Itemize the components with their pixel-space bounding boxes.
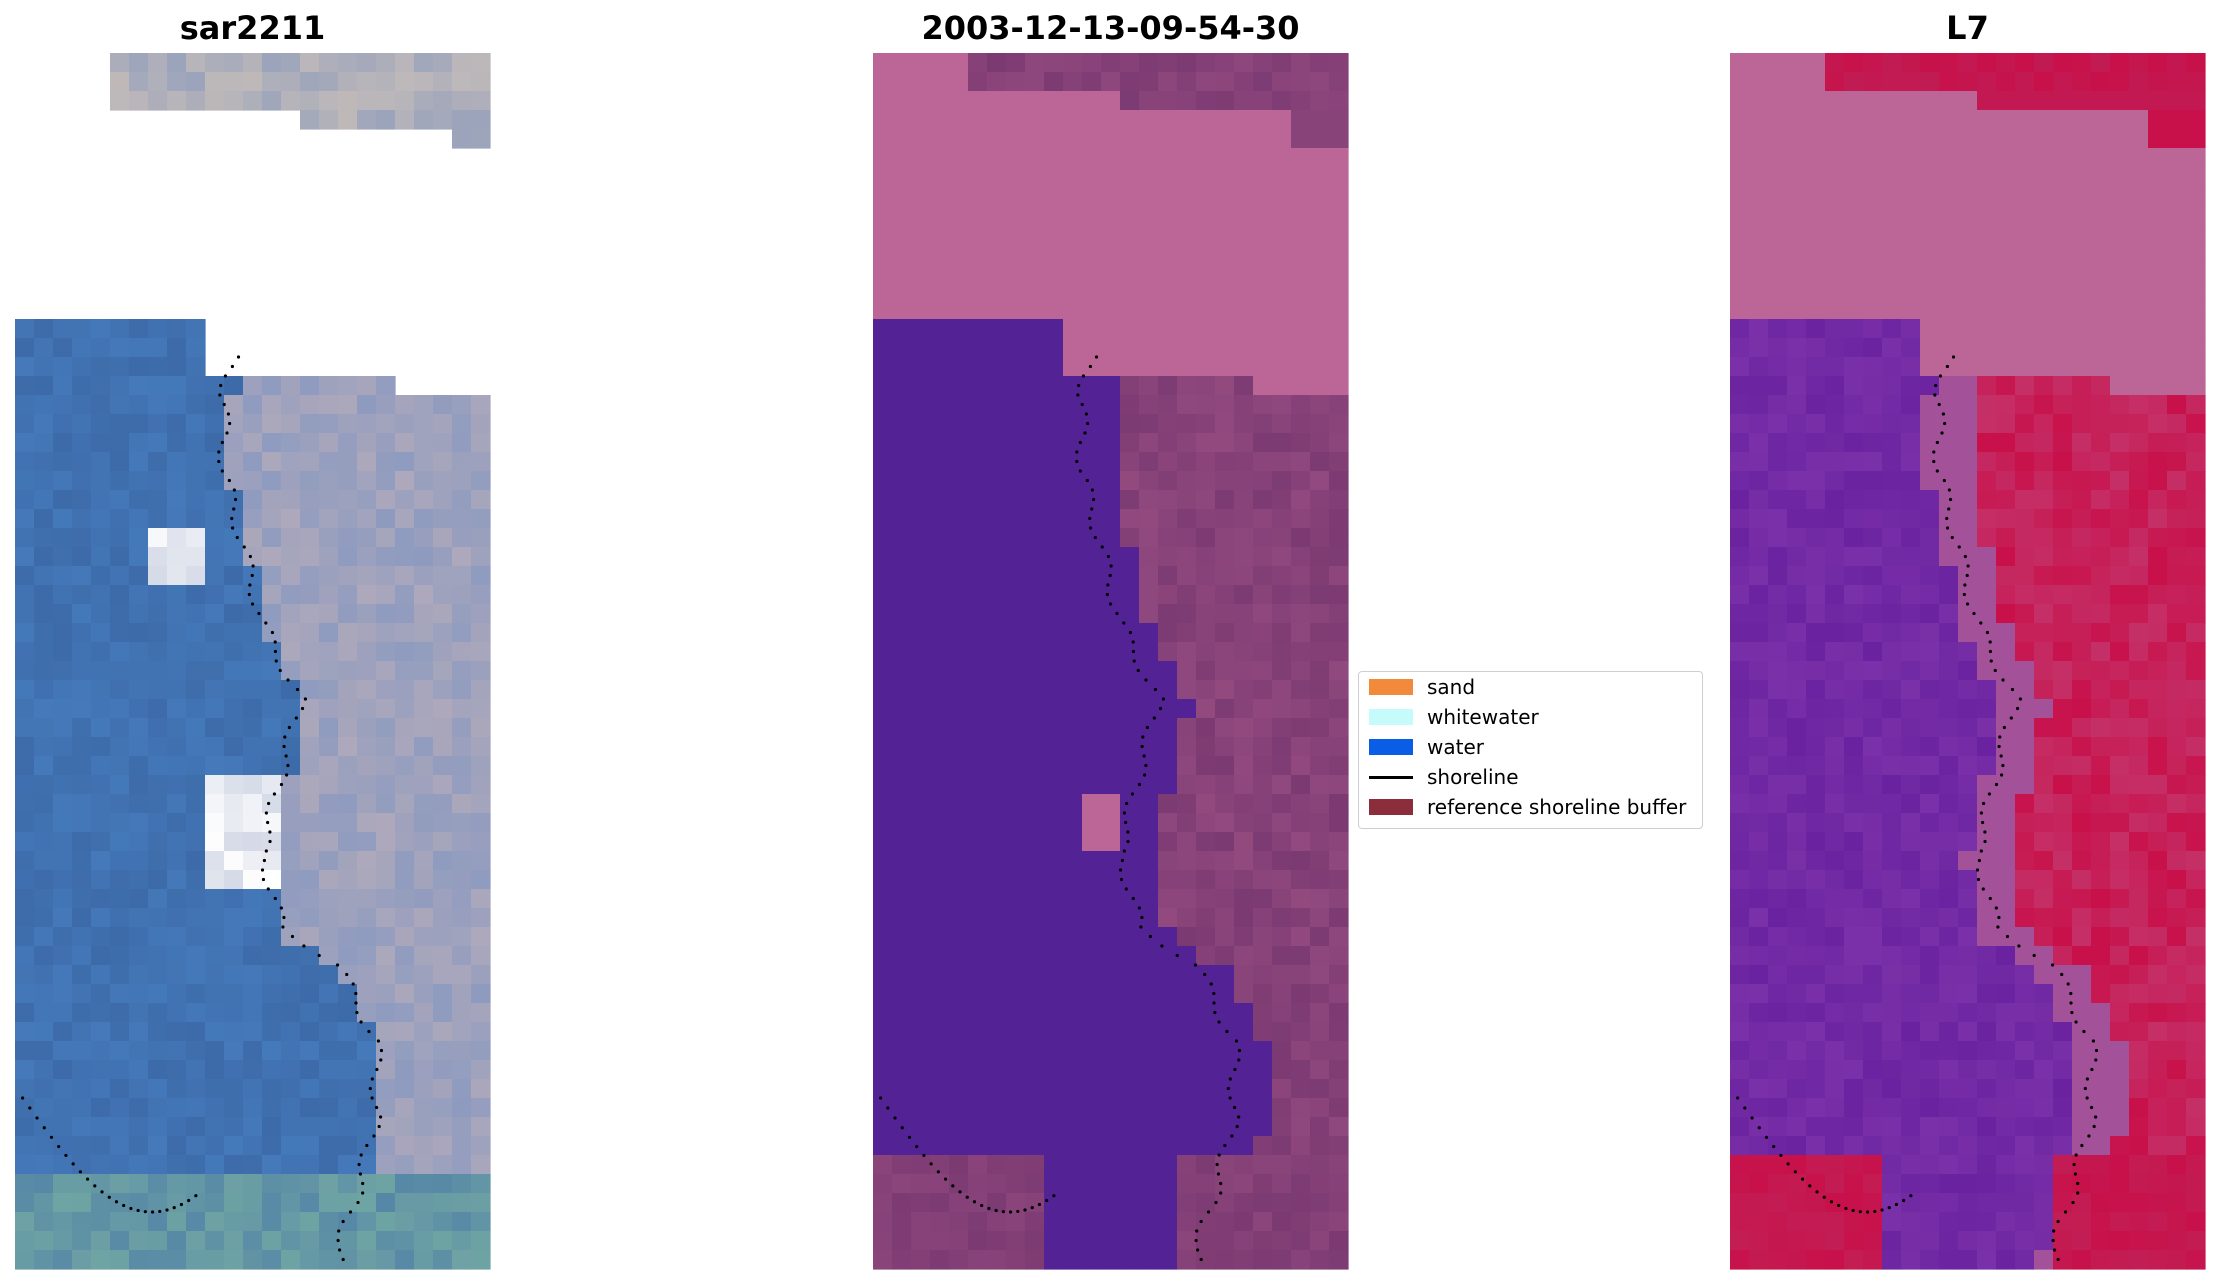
panel-title-classified: 2003-12-13-09-54-30 bbox=[921, 9, 1300, 47]
legend-item-whitewater: whitewater bbox=[1369, 702, 1539, 732]
rgb-image-panel bbox=[15, 53, 491, 1270]
whitewater-swatch-icon bbox=[1369, 709, 1413, 725]
shoreline-dots bbox=[21, 355, 384, 1262]
legend-item-sand: sand bbox=[1369, 672, 1475, 702]
index-image-panel bbox=[1730, 53, 2206, 1270]
classified-image-panel bbox=[873, 53, 1349, 1270]
legend: sand whitewater water shoreline referenc… bbox=[1358, 671, 1703, 829]
panel-title-index: L7 bbox=[1946, 9, 1989, 47]
shoreline-line-icon bbox=[1369, 775, 1413, 779]
legend-label-whitewater: whitewater bbox=[1427, 705, 1539, 729]
shoreline-dots bbox=[879, 355, 1242, 1262]
panel-title-rgb: sar2211 bbox=[179, 9, 326, 47]
legend-item-shoreline: shoreline bbox=[1369, 762, 1519, 792]
legend-item-reference-buffer: reference shoreline buffer bbox=[1369, 792, 1686, 822]
reference-buffer-swatch-icon bbox=[1369, 799, 1413, 815]
water-swatch-icon bbox=[1369, 739, 1413, 755]
legend-label-sand: sand bbox=[1427, 675, 1476, 699]
shoreline-dots bbox=[1736, 355, 2099, 1262]
legend-label-reference-buffer: reference shoreline buffer bbox=[1427, 795, 1687, 819]
legend-item-water: water bbox=[1369, 732, 1484, 762]
legend-label-water: water bbox=[1427, 735, 1484, 759]
legend-label-shoreline: shoreline bbox=[1427, 765, 1519, 789]
sand-swatch-icon bbox=[1369, 679, 1413, 695]
